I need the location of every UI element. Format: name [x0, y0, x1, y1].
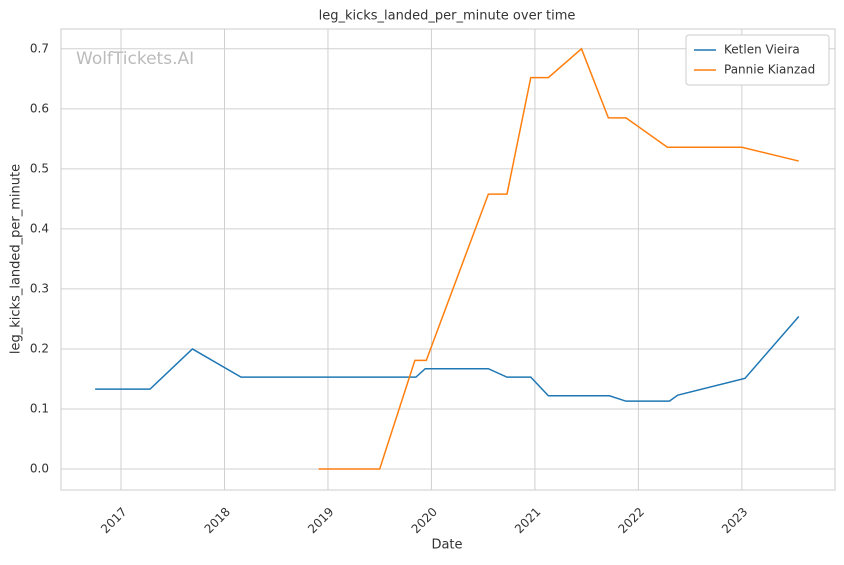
y-tick-label: 0.2 [30, 341, 49, 355]
y-tick-label: 0.7 [30, 41, 49, 55]
line-series [318, 47, 799, 470]
y-tick-label: 0.4 [30, 221, 49, 235]
legend-box [685, 34, 830, 86]
y-tick-label: 0.5 [30, 161, 49, 175]
x-axis-label: Date [431, 538, 462, 553]
y-tick-label: 0.6 [30, 101, 49, 115]
y-axis-label: leg_kicks_landed_per_minute [9, 164, 24, 354]
y-tick-label: 0.3 [30, 281, 49, 295]
y-tick-label: 0.0 [30, 461, 49, 475]
y-tick-label: 0.1 [30, 401, 49, 415]
watermark: WolfTickets.AI [76, 49, 194, 69]
line-series [95, 316, 800, 402]
plot-frame [60, 28, 836, 491]
legend-label: Pannie Kianzad [724, 63, 815, 77]
legend-label: Ketlen Vieira [724, 43, 800, 57]
chart-title: leg_kicks_landed_per_minute over time [319, 9, 576, 24]
